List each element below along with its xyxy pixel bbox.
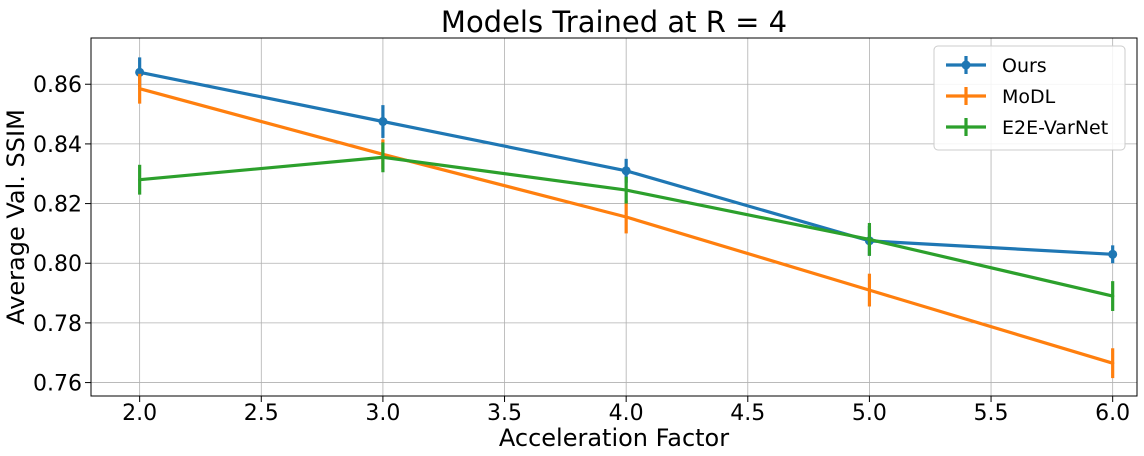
chart-title: Models Trained at R = 4 <box>441 5 787 39</box>
series-layer <box>135 57 1118 379</box>
plot-frame <box>90 37 1138 397</box>
y-axis-label: Average Val. SSIM <box>2 109 30 325</box>
data-point-ours <box>378 117 388 127</box>
y-tick-label: 0.76 <box>33 372 82 397</box>
legend-label-e2e-varnet: E2E-VarNet <box>1002 117 1108 139</box>
x-tick-label: 5.5 <box>974 401 1009 426</box>
legend: Ours MoDL E2E-VarNet <box>933 45 1126 151</box>
y-tick-label: 0.80 <box>33 252 82 277</box>
data-point-ours <box>621 166 631 176</box>
x-axis-label: Acceleration Factor <box>499 424 729 452</box>
x-tick-label: 4.5 <box>730 401 765 426</box>
legend-label-modl: MoDL <box>1002 86 1056 108</box>
y-tick-label: 0.82 <box>33 193 82 218</box>
series-e2e-varnet <box>138 142 1115 311</box>
x-tick-label: 2.0 <box>122 401 157 426</box>
x-tick-label: 5.0 <box>852 401 887 426</box>
x-axis-ticks: 2.0 2.5 3.0 3.5 4.0 4.5 5.0 5.5 6.0 <box>122 396 1130 426</box>
legend-box <box>933 45 1126 151</box>
x-tick-label: 2.5 <box>244 401 279 426</box>
data-point-ours <box>135 67 145 77</box>
x-tick-label: 4.0 <box>609 401 644 426</box>
data-point-ours <box>1108 249 1118 259</box>
x-tick-label: 3.5 <box>487 401 522 426</box>
legend-label-ours: Ours <box>1002 55 1047 77</box>
x-tick-label: 6.0 <box>1095 401 1130 426</box>
y-tick-label: 0.78 <box>33 312 82 337</box>
y-axis-ticks: 0.76 0.78 0.80 0.82 0.84 0.86 <box>33 73 91 397</box>
y-tick-label: 0.84 <box>33 133 82 158</box>
y-tick-label: 0.86 <box>33 73 82 98</box>
legend-marker-ours <box>961 60 971 70</box>
x-tick-label: 3.0 <box>365 401 400 426</box>
